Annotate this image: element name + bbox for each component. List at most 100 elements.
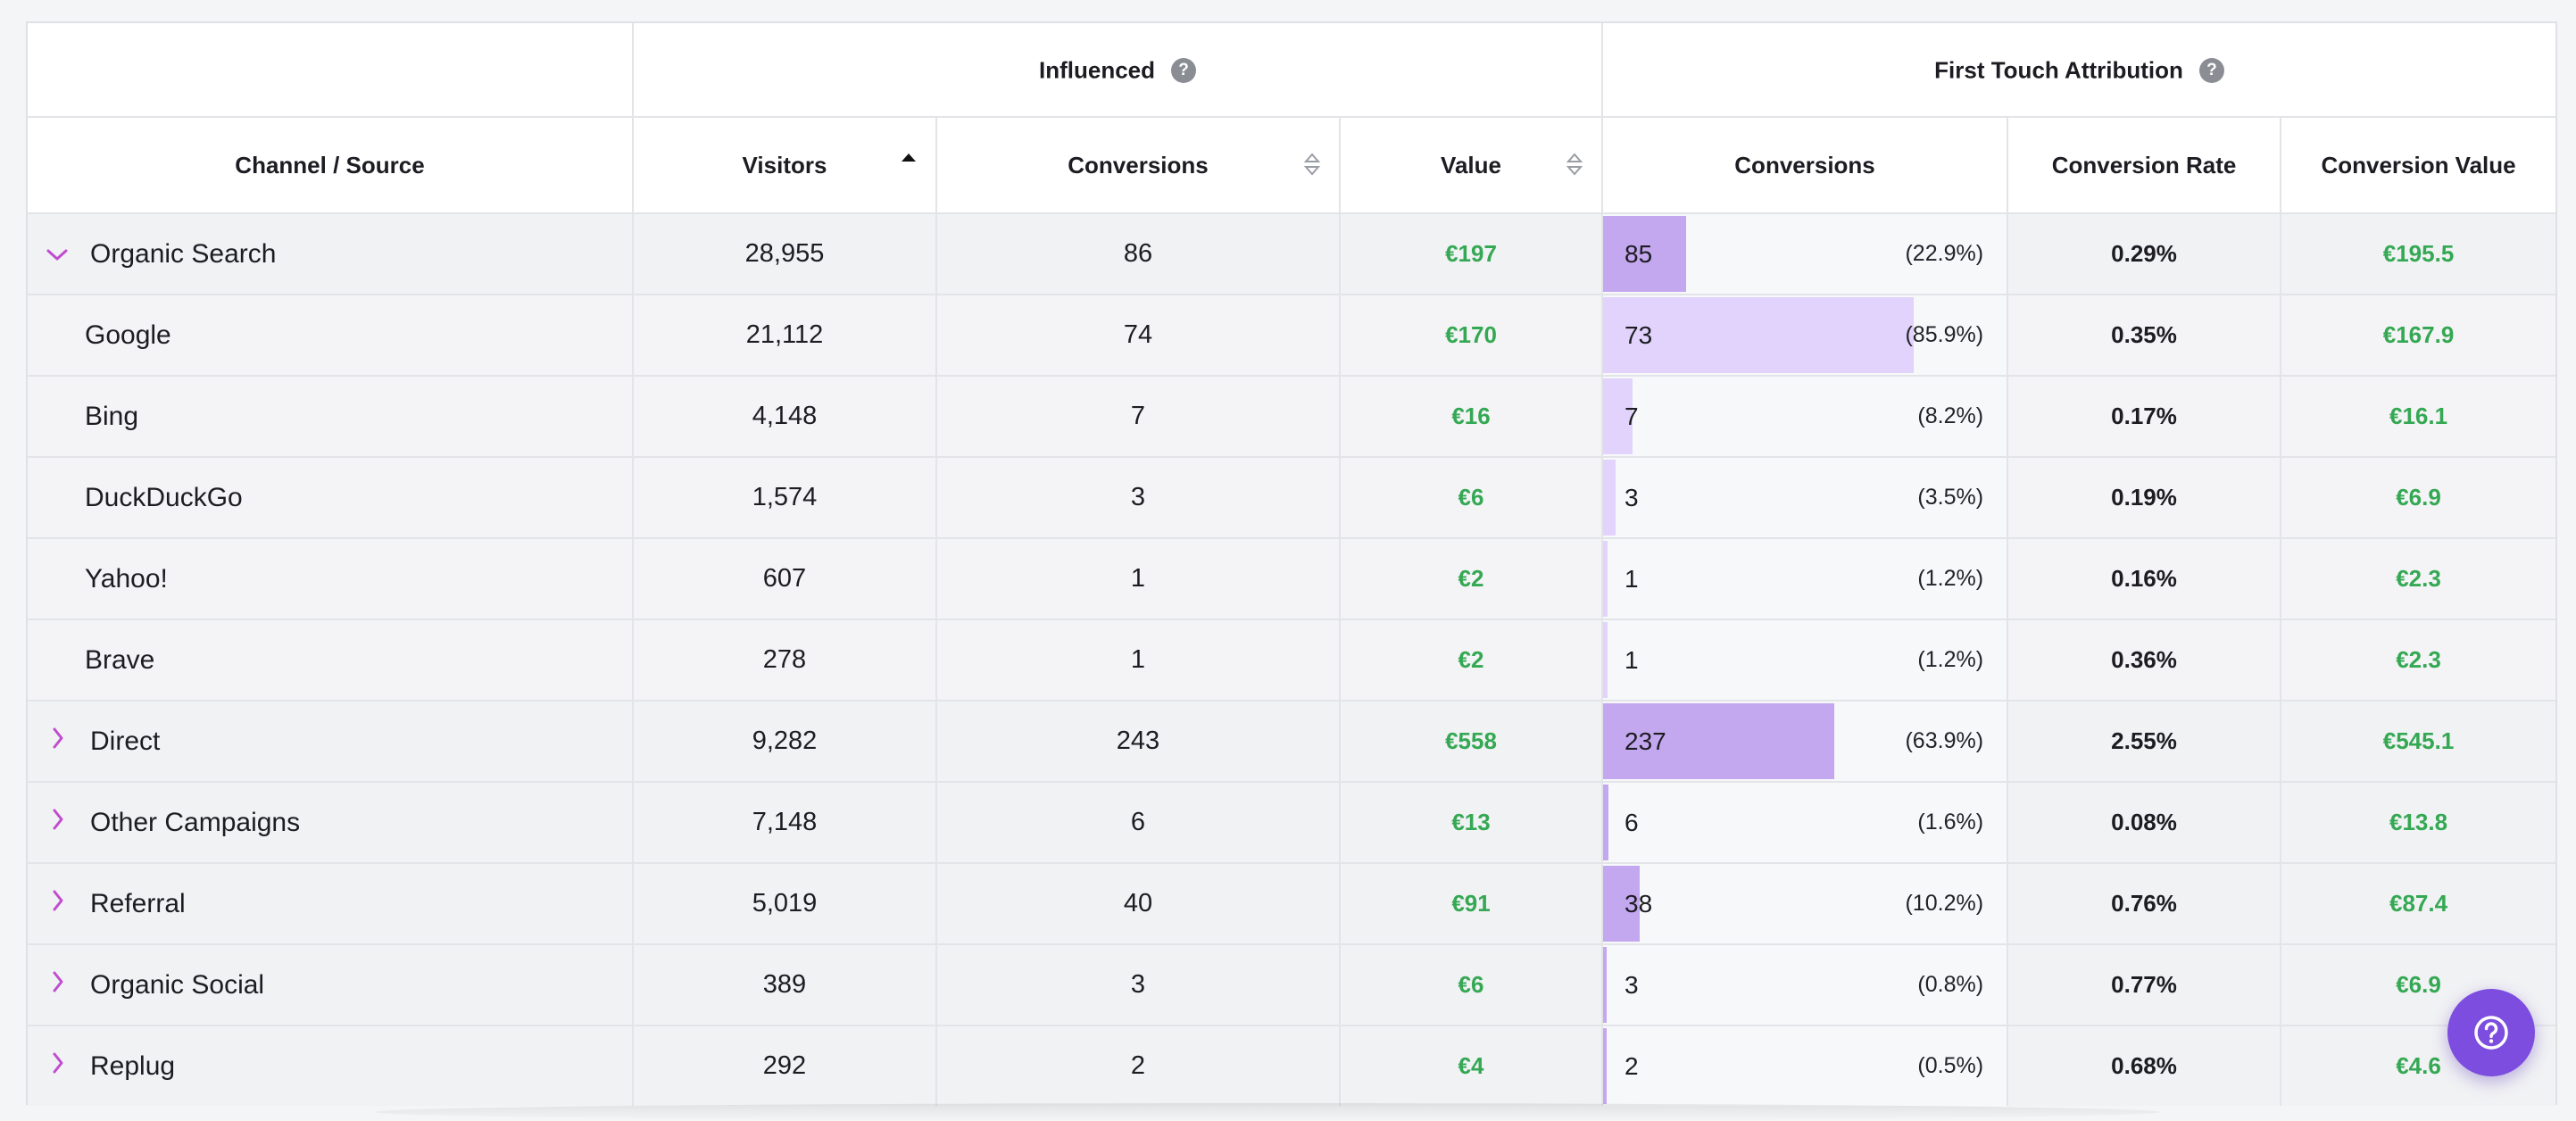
share-bar	[1604, 866, 1641, 942]
share-bar	[1604, 216, 1687, 292]
group-label-first-touch: First Touch Attribution	[1934, 56, 2183, 84]
source-name: Brave	[85, 645, 155, 676]
ft-conversions-count: 3	[1625, 971, 1639, 999]
table-body: Organic Search 28,955 86 €197 85 (22.9%) 0.29%…	[28, 212, 2556, 1106]
source-cell: Google	[28, 294, 634, 377]
column-label: Conversion Rate	[2051, 151, 2237, 179]
help-fab-button[interactable]	[2447, 989, 2535, 1076]
column-header-conversions[interactable]: Conversions	[935, 116, 1341, 214]
ft-conversions-cell: 85 (22.9%)	[1601, 212, 2009, 295]
visitors-cell: 389	[632, 943, 937, 1026]
table-row[interactable]: Direct 9,282 243 €558 237 (63.9%) 2.55% €545.1	[28, 700, 2556, 783]
table-row[interactable]: Other Campaigns 7,148 6 €13 6 (1.6%) 0.08% €13.…	[28, 781, 2556, 864]
share-bar	[1604, 378, 1633, 454]
share-bar	[1604, 947, 1608, 1023]
group-header-first-touch: First Touch Attribution?	[1601, 23, 2556, 118]
table-row[interactable]: Organic Social 389 3 €6 3 (0.8%) 0.77% €6.9	[28, 943, 2556, 1026]
share-bar	[1604, 460, 1616, 536]
chevron-right-icon[interactable]	[46, 889, 78, 919]
table-row[interactable]: Organic Search 28,955 86 €197 85 (22.9%) 0.29%…	[28, 212, 2556, 295]
conversion-value-cell: €16.1	[2280, 375, 2556, 458]
column-header-value[interactable]: Value	[1338, 116, 1604, 214]
channel-cell[interactable]: Organic Social	[28, 943, 634, 1026]
scroll-shadow	[375, 1103, 2160, 1121]
conversions-cell: 1	[935, 537, 1341, 620]
value-cell: €4	[1338, 1025, 1604, 1106]
ft-conversions-percent: (3.5%)	[1917, 485, 1984, 510]
chevron-down-icon[interactable]	[46, 239, 78, 270]
table-row[interactable]: Referral 5,019 40 €91 38 (10.2%) 0.76% €87.4	[28, 862, 2556, 945]
share-bar	[1604, 622, 1608, 698]
source-cell: Yahoo!	[28, 537, 634, 620]
ft-conversions-count: 2	[1625, 1052, 1639, 1080]
conversion-rate-cell: 0.16%	[2007, 537, 2282, 620]
table-row: Google 21,112 74 €170 73 (85.9%) 0.35% €167.9	[28, 294, 2556, 377]
visitors-cell: 278	[632, 619, 937, 702]
conversion-value-cell: €6.9	[2280, 456, 2556, 539]
ft-conversions-percent: (1.2%)	[1917, 647, 1984, 672]
chevron-right-icon[interactable]	[46, 970, 78, 1001]
channel-cell[interactable]: Direct	[28, 700, 634, 783]
ft-conversions-percent: (63.9%)	[1905, 728, 1984, 753]
channel-cell[interactable]: Referral	[28, 862, 634, 945]
value-cell: €6	[1338, 943, 1604, 1026]
ft-conversions-count: 1	[1625, 565, 1639, 593]
source-cell: Brave	[28, 619, 634, 702]
value-cell: €2	[1338, 537, 1604, 620]
conversion-rate-cell: 0.17%	[2007, 375, 2282, 458]
visitors-cell: 28,955	[632, 212, 937, 295]
conversion-value-cell: €195.5	[2280, 212, 2556, 295]
chevron-right-icon[interactable]	[46, 808, 78, 838]
conversion-value-cell: €13.8	[2280, 781, 2556, 864]
column-label: Value	[1441, 151, 1501, 179]
ft-conversions-cell: 1 (1.2%)	[1601, 619, 2009, 702]
question-circle-icon[interactable]: ?	[1171, 57, 1197, 83]
visitors-cell: 7,148	[632, 781, 937, 864]
conversion-rate-cell: 0.35%	[2007, 294, 2282, 377]
conversions-cell: 3	[935, 943, 1341, 1026]
ft-conversions-percent: (22.9%)	[1905, 241, 1984, 266]
chevron-right-icon[interactable]	[46, 1051, 78, 1082]
channel-cell[interactable]: Organic Search	[28, 212, 634, 295]
visitors-cell: 9,282	[632, 700, 937, 783]
conversion-rate-cell: 0.77%	[2007, 943, 2282, 1026]
question-circle-icon[interactable]: ?	[2198, 57, 2224, 83]
conversions-cell: 6	[935, 781, 1341, 864]
channel-cell[interactable]: Replug	[28, 1025, 634, 1106]
channel-cell[interactable]: Other Campaigns	[28, 781, 634, 864]
sort-ascending-icon[interactable]	[902, 154, 916, 162]
ft-conversions-percent: (85.9%)	[1905, 322, 1984, 347]
attribution-table-panel: Influenced? First Touch Attribution? Cha…	[26, 21, 2557, 1106]
chevron-right-icon[interactable]	[46, 727, 78, 757]
source-name: Google	[85, 320, 171, 351]
conversion-value-cell: €167.9	[2280, 294, 2556, 377]
group-label-influenced: Influenced	[1039, 56, 1156, 84]
column-header-channel: Channel / Source	[28, 116, 634, 214]
sort-both-icon[interactable]	[1566, 152, 1583, 177]
table-row: Yahoo! 607 1 €2 1 (1.2%) 0.16% €2.3	[28, 537, 2556, 620]
share-bar	[1604, 703, 1835, 779]
share-bar	[1604, 1028, 1608, 1104]
conversions-cell: 2	[935, 1025, 1341, 1106]
source-name: DuckDuckGo	[85, 483, 243, 513]
ft-conversions-count: 73	[1625, 321, 1653, 349]
column-label: Visitors	[742, 151, 827, 179]
column-label: Conversion Value	[2321, 151, 2516, 179]
channel-name: Direct	[90, 727, 161, 757]
table-row: DuckDuckGo 1,574 3 €6 3 (3.5%) 0.19% €6.9	[28, 456, 2556, 539]
table-row[interactable]: Replug 292 2 €4 2 (0.5%) 0.68% €4.6	[28, 1025, 2556, 1106]
ft-conversions-cell: 6 (1.6%)	[1601, 781, 2009, 864]
ft-conversions-count: 3	[1625, 484, 1639, 511]
sort-both-icon[interactable]	[1303, 152, 1321, 177]
column-label: Conversions	[1734, 151, 1875, 179]
ft-conversions-cell: 1 (1.2%)	[1601, 537, 2009, 620]
ft-conversions-percent: (1.2%)	[1917, 566, 1984, 591]
visitors-cell: 292	[632, 1025, 937, 1106]
ft-conversions-cell: 3 (3.5%)	[1601, 456, 2009, 539]
conversion-value-cell: €545.1	[2280, 700, 2556, 783]
column-header-conversion-value: Conversion Value	[2280, 116, 2556, 214]
ft-conversions-count: 6	[1625, 809, 1639, 836]
ft-conversions-cell: 2 (0.5%)	[1601, 1025, 2009, 1106]
column-header-visitors[interactable]: Visitors	[632, 116, 937, 214]
conversions-cell: 7	[935, 375, 1341, 458]
